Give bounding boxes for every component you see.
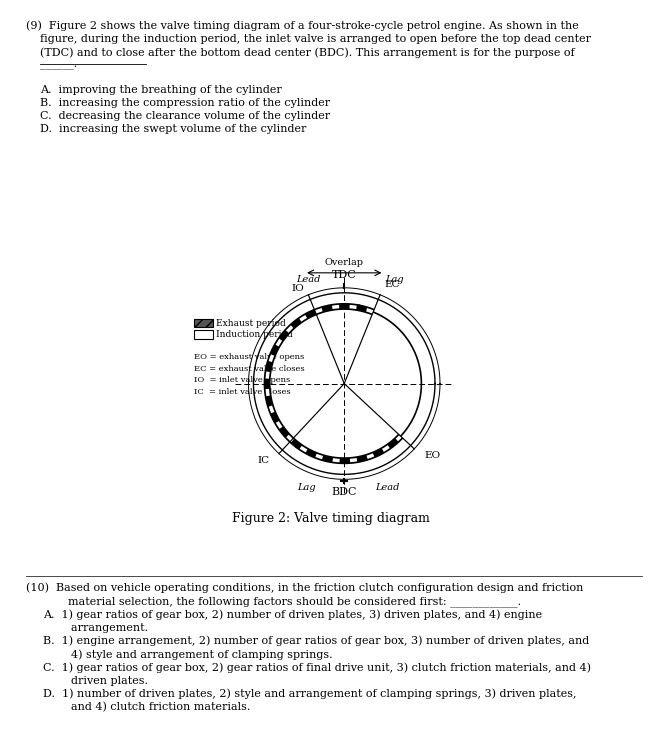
Text: C.  decreasing the clearance volume of the cylinder: C. decreasing the clearance volume of th… [40,111,330,121]
Text: EC: EC [385,280,400,289]
Text: Lead: Lead [296,275,320,284]
Text: Lead: Lead [375,484,400,492]
Text: IC  = inlet valve closes: IC = inlet valve closes [195,388,291,396]
Text: B.  increasing the compression ratio of the cylinder: B. increasing the compression ratio of t… [40,98,330,108]
Text: IC: IC [258,456,269,465]
Text: figure, during the induction period, the inlet valve is arranged to open before : figure, during the induction period, the… [40,34,591,44]
Text: Exhaust period: Exhaust period [216,319,286,328]
Bar [195,330,213,339]
Text: IO: IO [291,284,304,293]
Text: Overlap: Overlap [325,258,363,267]
Text: B.  1) engine arrangement, 2) number of gear ratios of gear box, 3) number of dr: B. 1) engine arrangement, 2) number of g… [43,636,589,646]
Text: D.  increasing the swept volume of the cylinder: D. increasing the swept volume of the cy… [40,124,306,135]
Text: BDC: BDC [332,487,357,497]
Text: Induction period: Induction period [216,330,293,339]
Text: A.  improving the breathing of the cylinder: A. improving the breathing of the cylind… [40,85,281,95]
Text: (TDC) and to close after the bottom dead center (BDC). This arrangement is for t: (TDC) and to close after the bottom dead… [40,47,575,57]
Bar [195,319,213,328]
Text: material selection, the following factors should be considered first: __________: material selection, the following factor… [40,596,521,607]
Text: A.  1) gear ratios of gear box, 2) number of driven plates, 3) driven plates, an: A. 1) gear ratios of gear box, 2) number… [43,609,542,620]
Text: C.  1) gear ratios of gear box, 2) gear ratios of final drive unit, 3) clutch fr: C. 1) gear ratios of gear box, 2) gear r… [43,662,591,673]
Text: arrangement.: arrangement. [43,623,148,633]
Text: EO = exhaust valve opens: EO = exhaust valve opens [195,353,305,361]
Text: ______.: ______. [40,60,77,71]
Text: Lag: Lag [385,275,403,284]
Text: driven plates.: driven plates. [43,676,148,686]
Text: EC = exhaust valve closes: EC = exhaust valve closes [195,364,305,372]
Text: and 4) clutch friction materials.: and 4) clutch friction materials. [43,702,250,712]
Text: IO  = inlet valve opens: IO = inlet valve opens [195,376,291,384]
Text: (9)  Figure 2 shows the valve timing diagram of a four-stroke-cycle petrol engin: (9) Figure 2 shows the valve timing diag… [26,21,579,31]
Text: 4) style and arrangement of clamping springs.: 4) style and arrangement of clamping spr… [43,649,332,659]
Text: EO: EO [424,451,440,460]
Text: TDC: TDC [332,270,357,280]
Text: Lag: Lag [297,484,315,492]
Text: (10)  Based on vehicle operating conditions, in the friction clutch configuratio: (10) Based on vehicle operating conditio… [26,583,584,593]
Text: D.  1) number of driven plates, 2) style and arrangement of clamping springs, 3): D. 1) number of driven plates, 2) style … [43,689,577,699]
Text: Figure 2: Valve timing diagram: Figure 2: Valve timing diagram [232,512,430,525]
